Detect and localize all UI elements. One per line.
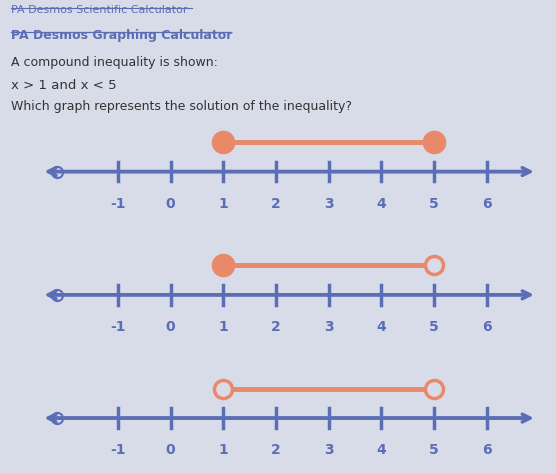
Text: 5: 5 bbox=[429, 320, 439, 334]
Text: -1: -1 bbox=[110, 443, 126, 457]
Text: x > 1 and x < 5: x > 1 and x < 5 bbox=[11, 79, 117, 92]
Text: 2: 2 bbox=[271, 197, 281, 210]
Text: 6: 6 bbox=[482, 443, 492, 457]
Text: 4: 4 bbox=[376, 320, 386, 334]
Text: -1: -1 bbox=[110, 197, 126, 210]
Text: 6: 6 bbox=[482, 320, 492, 334]
Text: 1: 1 bbox=[219, 320, 228, 334]
Text: 4: 4 bbox=[376, 197, 386, 210]
Text: 1: 1 bbox=[219, 443, 228, 457]
Text: Which graph represents the solution of the inequality?: Which graph represents the solution of t… bbox=[11, 100, 352, 113]
Text: 4: 4 bbox=[376, 443, 386, 457]
Text: PA Desmos Graphing Calculator: PA Desmos Graphing Calculator bbox=[11, 29, 232, 42]
Text: 2: 2 bbox=[271, 443, 281, 457]
Text: 3: 3 bbox=[324, 443, 334, 457]
Text: 1: 1 bbox=[219, 197, 228, 210]
Text: 3: 3 bbox=[324, 320, 334, 334]
Text: 5: 5 bbox=[429, 197, 439, 210]
Text: 0: 0 bbox=[166, 197, 175, 210]
Text: 0: 0 bbox=[166, 320, 175, 334]
Text: 3: 3 bbox=[324, 197, 334, 210]
Text: 2: 2 bbox=[271, 320, 281, 334]
Text: PA Desmos Scientific Calculator: PA Desmos Scientific Calculator bbox=[11, 5, 187, 15]
Text: -1: -1 bbox=[110, 320, 126, 334]
Text: 6: 6 bbox=[482, 197, 492, 210]
Text: 5: 5 bbox=[429, 443, 439, 457]
Text: A compound inequality is shown:: A compound inequality is shown: bbox=[11, 56, 218, 69]
Text: 0: 0 bbox=[166, 443, 175, 457]
